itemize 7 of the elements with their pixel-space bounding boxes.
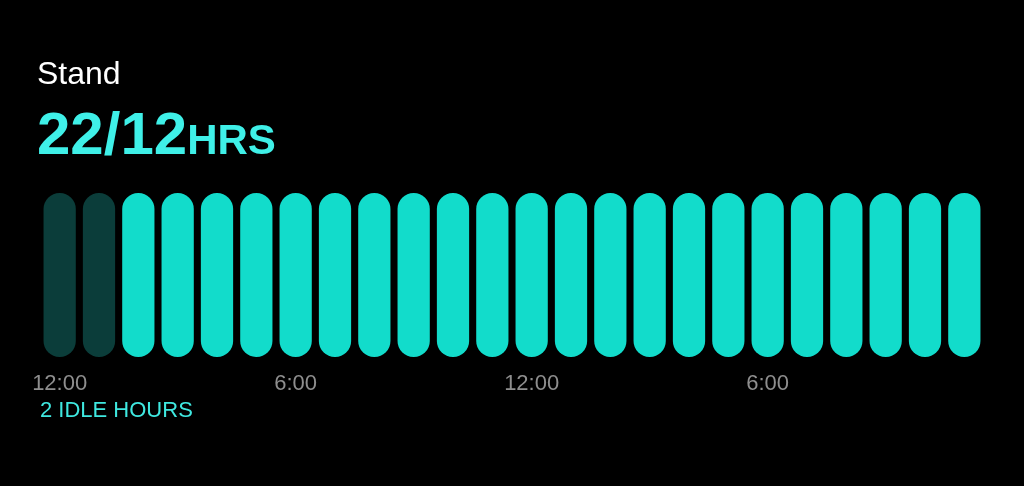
chart-subtitle: 22/12HRS — [37, 99, 276, 167]
x-tick-label: 6:00 — [746, 369, 790, 395]
chart-title: Stand — [37, 55, 121, 91]
text: 2 IDLE HOURS — [40, 396, 193, 422]
x-tick-label: 12:00 — [504, 369, 560, 395]
x-tick-label: 12:00 — [32, 369, 88, 395]
x-tick-label: 6:00 — [274, 369, 318, 395]
